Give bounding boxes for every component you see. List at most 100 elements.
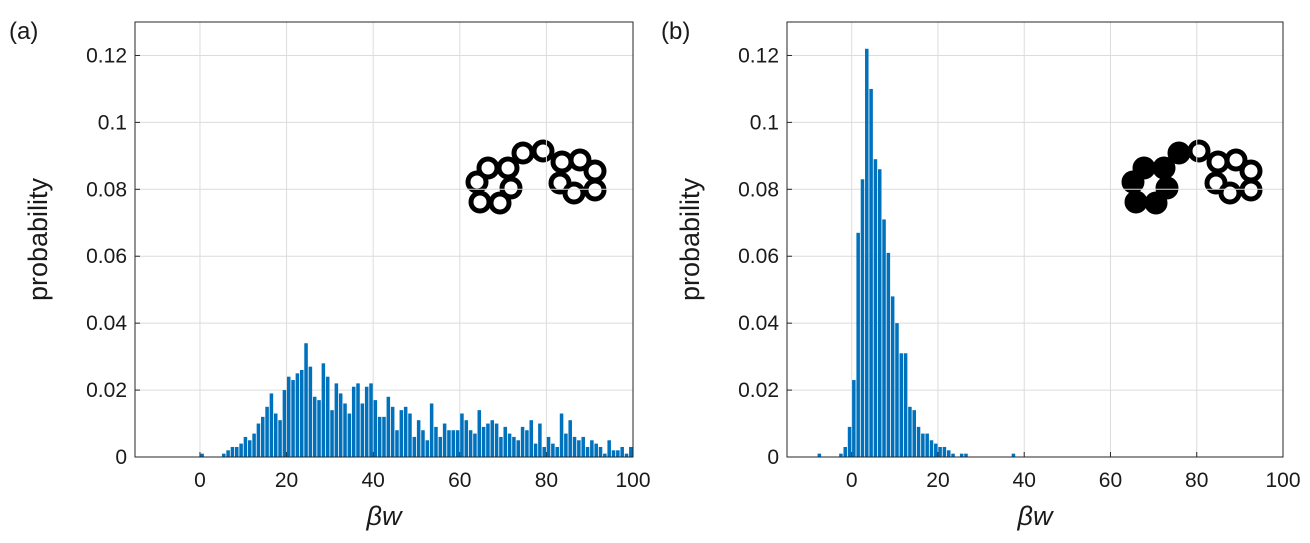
bar — [451, 430, 456, 457]
x-tick-label: 60 — [1099, 469, 1122, 492]
bar — [438, 436, 443, 457]
bar — [473, 433, 477, 457]
bar — [590, 440, 594, 457]
bar — [295, 373, 300, 457]
bar — [852, 380, 856, 457]
bar — [942, 446, 947, 457]
bar — [260, 416, 265, 457]
bar — [247, 440, 252, 457]
bar — [938, 446, 942, 457]
bar — [503, 426, 508, 457]
bar — [865, 48, 869, 458]
bar — [494, 423, 499, 457]
y-tick-label: 0.1 — [750, 111, 779, 134]
bar — [256, 423, 261, 457]
bar — [412, 436, 417, 457]
bar — [921, 433, 925, 457]
bar — [529, 420, 533, 457]
x-axis-label: βw — [366, 501, 403, 531]
bar — [860, 179, 865, 457]
bar — [269, 393, 274, 457]
bar — [839, 453, 843, 457]
bar — [847, 426, 852, 457]
bar — [616, 450, 620, 457]
bar — [873, 159, 878, 457]
bar — [235, 446, 239, 457]
axes-box — [134, 21, 634, 458]
y-tick-label: 0.04 — [738, 312, 779, 335]
bar — [895, 323, 899, 457]
bar — [903, 353, 908, 457]
bar — [265, 406, 269, 457]
bar — [416, 420, 421, 457]
bar — [317, 400, 321, 457]
bar — [273, 413, 278, 457]
bar — [499, 436, 503, 457]
bar — [390, 406, 395, 457]
bar — [899, 353, 904, 457]
bar — [603, 453, 607, 457]
x-tick-label: 100 — [615, 469, 650, 492]
x-tick-label: 0 — [846, 469, 858, 492]
bar — [330, 410, 334, 457]
bar — [395, 430, 399, 457]
x-tick-label: 80 — [535, 469, 558, 492]
bar — [334, 383, 339, 457]
bar — [512, 436, 516, 457]
bar — [308, 366, 313, 457]
bar — [817, 453, 822, 457]
x-axis-label: βw — [1017, 501, 1054, 531]
bar — [934, 443, 938, 457]
bar — [946, 450, 951, 457]
bar — [338, 393, 343, 457]
y-tick-label: 0 — [767, 446, 779, 469]
bar — [964, 453, 968, 457]
x-tick-label: 0 — [194, 469, 206, 492]
y-tick-label: 0.1 — [98, 111, 127, 134]
bar — [304, 343, 308, 457]
bar — [312, 396, 317, 457]
bar — [916, 426, 921, 457]
bar — [477, 410, 482, 457]
y-tick-label: 0.08 — [86, 178, 127, 201]
bar — [468, 430, 473, 457]
bar — [620, 446, 624, 457]
bar — [226, 450, 230, 457]
bar — [542, 446, 546, 457]
bar — [442, 423, 447, 457]
bar — [581, 436, 585, 457]
bar — [230, 446, 235, 457]
x-tick-label: 20 — [275, 469, 298, 492]
bar — [282, 390, 287, 457]
bar — [222, 453, 226, 457]
x-tick-label: 80 — [1185, 469, 1208, 492]
bar — [425, 440, 430, 457]
y-tick-label: 0.06 — [738, 245, 779, 268]
bar — [843, 446, 847, 457]
bar — [490, 420, 495, 457]
bar — [572, 436, 577, 457]
bar — [577, 440, 581, 457]
bar — [886, 252, 891, 457]
panel-label: (a) — [9, 18, 38, 45]
bar — [516, 440, 521, 457]
bar — [877, 169, 882, 457]
bar — [343, 403, 347, 457]
bar — [434, 426, 438, 457]
y-tick-label: 0.04 — [86, 312, 127, 335]
bar — [429, 403, 434, 457]
bar — [200, 453, 204, 457]
bar — [486, 423, 490, 457]
bar — [585, 446, 590, 457]
bar — [377, 416, 382, 457]
y-tick-label: 0.12 — [738, 44, 779, 67]
bar — [607, 440, 611, 457]
bar — [568, 420, 572, 457]
x-tick-label: 40 — [361, 469, 384, 492]
bar — [399, 410, 404, 457]
molecule-inset-b — [1121, 139, 1263, 215]
bar — [286, 376, 291, 457]
bar — [382, 416, 386, 457]
bar — [629, 446, 633, 457]
